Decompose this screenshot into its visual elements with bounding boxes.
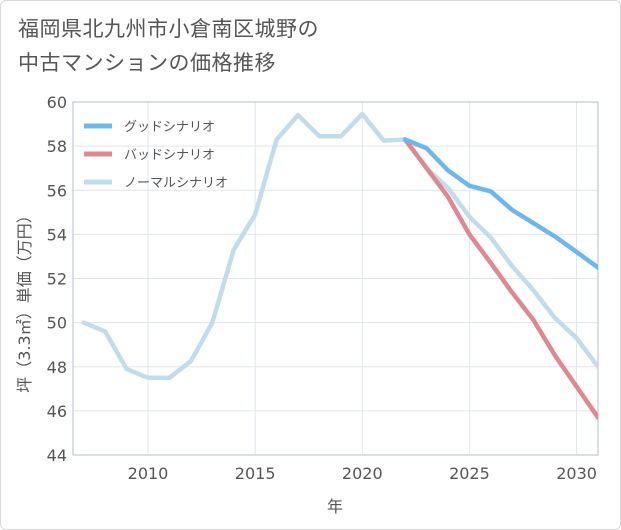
y-tick-label-44: 44 bbox=[47, 446, 67, 465]
legend-label-1: バッドシナリオ bbox=[124, 148, 215, 163]
x-axis-ticks: 2010 2015 2020 2025 2030 bbox=[128, 464, 597, 483]
x-tick-label-2020: 2020 bbox=[342, 464, 383, 483]
y-tick-label-52: 52 bbox=[47, 270, 67, 289]
series-line-0 bbox=[402, 137, 598, 270]
y-tick-label-46: 46 bbox=[47, 402, 67, 421]
y-tick-label-56: 56 bbox=[47, 181, 67, 200]
y-tick-label-54: 54 bbox=[47, 225, 67, 244]
y-axis-label: 坪（3.3㎡）単価（万円） bbox=[15, 207, 34, 392]
x-axis-label: 年 bbox=[327, 497, 343, 516]
series-line-1 bbox=[402, 137, 598, 420]
y-tick-label-58: 58 bbox=[47, 137, 67, 156]
chart-title-line-2: 中古マンションの価格推移 bbox=[18, 51, 276, 75]
y-tick-label-60: 60 bbox=[47, 93, 67, 112]
y-tick-label-48: 48 bbox=[47, 358, 67, 377]
x-tick-label-2010: 2010 bbox=[128, 464, 169, 483]
y-axis-ticks: 44 46 48 50 52 54 56 58 60 bbox=[47, 93, 67, 465]
x-tick-label-2030: 2030 bbox=[556, 464, 597, 483]
chart-title: 福岡県北九州市小倉南区城野の 中古マンションの価格推移 bbox=[18, 12, 319, 80]
x-tick-label-2015: 2015 bbox=[235, 464, 276, 483]
legend-label-2: ノーマルシナリオ bbox=[124, 176, 228, 191]
y-tick-label-50: 50 bbox=[47, 314, 67, 333]
plot-border bbox=[72, 101, 599, 456]
legend-label-0: グッドシナリオ bbox=[124, 120, 215, 135]
chart-title-line-1: 福岡県北九州市小倉南区城野の bbox=[18, 17, 319, 41]
series-lines bbox=[81, 111, 598, 420]
x-tick-label-2025: 2025 bbox=[449, 464, 490, 483]
series-line-2 bbox=[81, 111, 598, 381]
